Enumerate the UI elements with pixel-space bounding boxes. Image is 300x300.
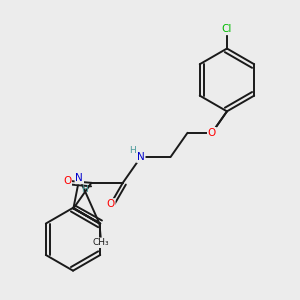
Text: H: H: [81, 185, 88, 194]
Text: O: O: [63, 176, 71, 186]
Text: N: N: [137, 152, 145, 162]
Text: Cl: Cl: [222, 24, 232, 34]
Text: O: O: [208, 128, 216, 138]
Text: O: O: [106, 199, 115, 209]
Text: H: H: [129, 146, 136, 154]
Text: N: N: [75, 173, 83, 183]
Text: CH₃: CH₃: [93, 238, 110, 247]
